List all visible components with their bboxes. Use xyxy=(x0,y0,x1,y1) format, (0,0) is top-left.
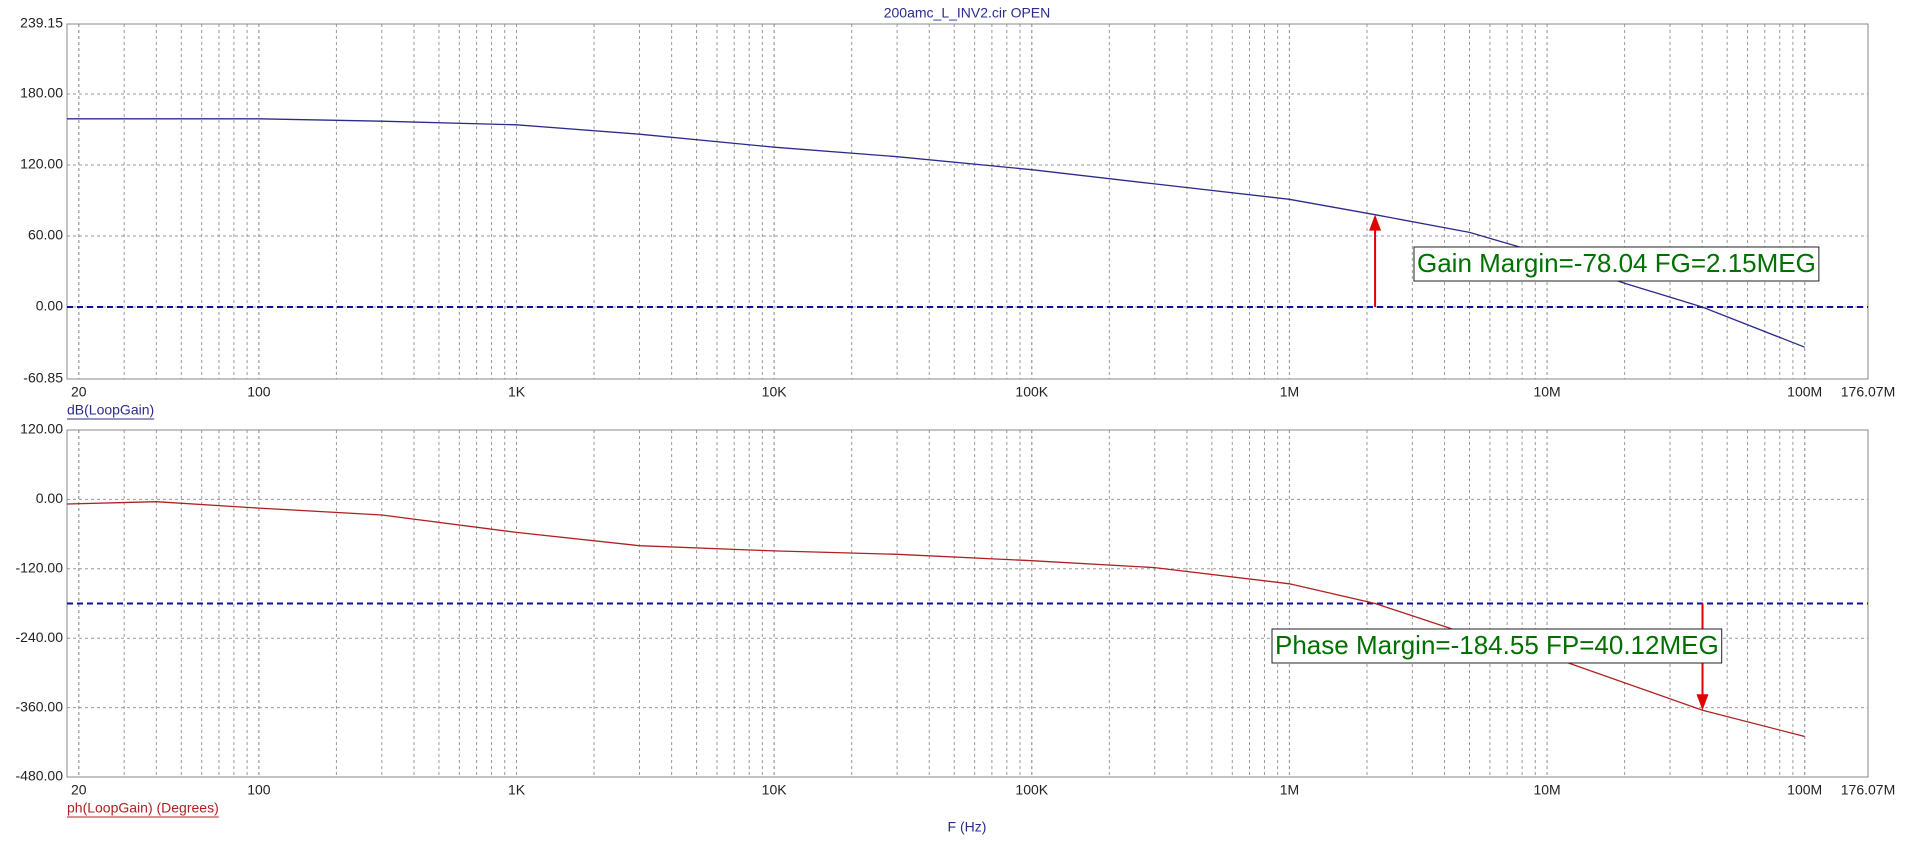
x-tick-label: 1K xyxy=(508,782,526,798)
y-tick-label: 60.00 xyxy=(28,227,63,243)
x-axis-label: F (Hz) xyxy=(948,819,987,835)
x-tick-label: 176.07M xyxy=(1841,782,1895,798)
annotation-text: Phase Margin=-184.55 FP=40.12MEG xyxy=(1275,630,1719,660)
x-tick-label: 100M xyxy=(1787,384,1822,400)
y-tick-label: -480.00 xyxy=(16,768,64,784)
x-tick-label: 100K xyxy=(1015,384,1048,400)
annotation-box xyxy=(1271,628,1723,664)
x-tick-label: 1K xyxy=(508,384,526,400)
x-tick-label: 20 xyxy=(71,384,87,400)
x-tick-label: 1M xyxy=(1280,384,1299,400)
y-tick-label: -240.00 xyxy=(16,629,64,645)
x-tick-label: 100K xyxy=(1015,782,1048,798)
y-tick-label: 120.00 xyxy=(20,421,63,437)
series-label: ph(LoopGain) (Degrees) xyxy=(67,800,219,816)
y-tick-label: 239.15 xyxy=(20,15,63,31)
x-tick-label: 100 xyxy=(247,782,271,798)
annotation-text: Gain Margin=-78.04 FG=2.15MEG xyxy=(1417,248,1816,278)
plot-frame xyxy=(66,23,1869,380)
x-tick-label: 1M xyxy=(1280,782,1299,798)
x-tick-label: 20 xyxy=(71,782,87,798)
y-tick-label: 0.00 xyxy=(36,490,63,506)
chart-title: 200amc_L_INV2.cir OPEN xyxy=(884,5,1051,21)
y-tick-label: 180.00 xyxy=(20,85,63,101)
y-tick-label: -60.85 xyxy=(23,370,63,386)
margin-arrow-head xyxy=(1369,214,1382,231)
x-tick-label: 10K xyxy=(762,384,788,400)
y-tick-label: -120.00 xyxy=(16,560,64,576)
y-tick-label: 120.00 xyxy=(20,156,63,172)
series-line xyxy=(67,118,1805,348)
margin-arrow-head xyxy=(1696,694,1709,711)
x-tick-label: 176.07M xyxy=(1841,384,1895,400)
y-tick-label: 0.00 xyxy=(36,298,63,314)
y-tick-label: -360.00 xyxy=(16,698,64,714)
series-label: dB(LoopGain) xyxy=(67,402,154,418)
x-tick-label: 100 xyxy=(247,384,271,400)
annotation-box xyxy=(1413,246,1820,282)
x-tick-label: 100M xyxy=(1787,782,1822,798)
x-tick-label: 10M xyxy=(1533,384,1560,400)
x-tick-label: 10K xyxy=(762,782,788,798)
series-line xyxy=(66,501,1805,738)
x-tick-label: 10M xyxy=(1533,782,1560,798)
